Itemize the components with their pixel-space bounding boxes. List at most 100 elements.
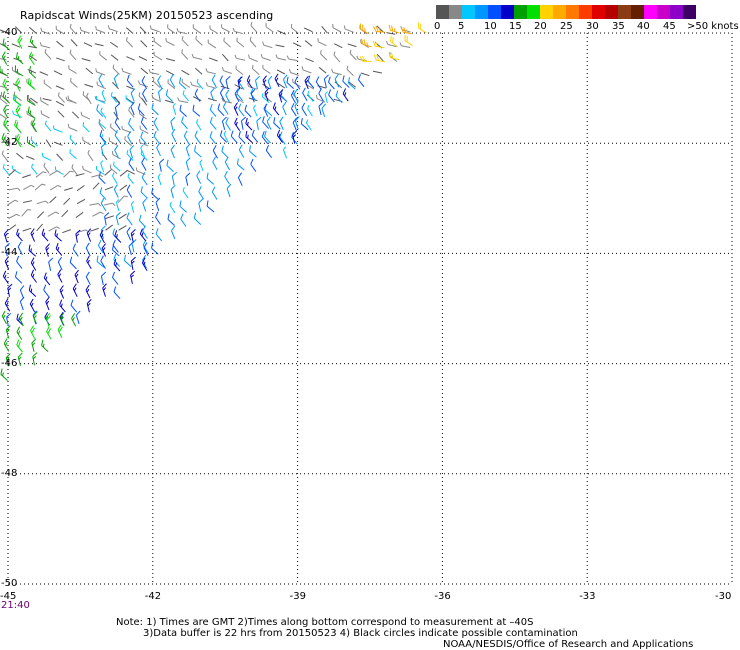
wind-barb: [262, 64, 271, 74]
wind-barb: [109, 164, 118, 175]
lat-tick-label: -46: [1, 357, 18, 369]
wind-barb: [8, 169, 16, 176]
wind-barb: [110, 92, 118, 103]
wind-barb: [1, 310, 7, 325]
wind-barb: [128, 106, 135, 118]
wind-barb: [30, 325, 36, 339]
wind-barb: [179, 200, 187, 213]
wind-barb: [233, 102, 239, 116]
wind-barb: [118, 225, 127, 231]
wind-barb: [126, 56, 135, 61]
wind-barb: [304, 40, 313, 47]
wind-barb: [226, 183, 232, 198]
wind-barb: [219, 87, 225, 102]
wind-barb: [111, 271, 119, 285]
wind-barb: [41, 228, 49, 242]
wind-barb: [328, 89, 335, 103]
wind-barb: [230, 130, 238, 144]
wind-barb: [194, 130, 201, 144]
wind-barb: [114, 96, 121, 105]
wind-barb: [305, 119, 312, 131]
wind-barb: [3, 117, 10, 132]
wind-barb: [279, 116, 284, 130]
wind-barb: [333, 51, 341, 63]
wind-barb: [138, 138, 149, 147]
wind-barb: [127, 131, 133, 145]
wind-barb: [151, 94, 162, 103]
wind-barb: [82, 136, 91, 146]
wind-barb: [0, 65, 9, 77]
wind-barb: [108, 137, 118, 146]
wind-barb: [113, 111, 120, 120]
wind-barb: [70, 299, 78, 313]
wind-barb: [84, 83, 94, 88]
wind-barb: [265, 144, 273, 158]
wind-barb: [190, 81, 201, 88]
wind-barb: [237, 76, 243, 90]
wind-barb: [206, 172, 215, 185]
wind-barb: [69, 149, 77, 160]
wind-barb: [2, 91, 10, 104]
wind-barb: [31, 118, 38, 133]
wind-barb: [250, 21, 258, 33]
wind-barb: [90, 227, 99, 232]
wind-barb: [69, 256, 77, 270]
wind-barb: [30, 269, 38, 283]
wind-barb: [182, 90, 189, 102]
wind-barb: [245, 130, 253, 144]
wind-barb: [342, 75, 350, 88]
wind-barb: [82, 121, 90, 133]
wind-barb: [209, 116, 217, 130]
wind-barb: [293, 88, 299, 103]
wind-barb: [39, 42, 51, 49]
wind-barb: [64, 187, 73, 191]
wind-barb: [185, 143, 191, 157]
legend-swatch: [657, 5, 670, 19]
wind-barb: [0, 29, 9, 34]
wind-barb: [386, 40, 397, 48]
wind-barb: [262, 75, 267, 89]
wind-barb: [182, 187, 189, 199]
wind-barb: [75, 310, 81, 325]
wind-barb: [71, 164, 78, 176]
wind-barb: [126, 212, 133, 226]
wind-barb: [274, 73, 280, 88]
wind-barb: [140, 186, 148, 199]
wind-barb: [180, 213, 187, 227]
wind-barb: [335, 90, 343, 104]
wind-barb: [388, 24, 400, 34]
wind-barb: [207, 39, 217, 49]
wind-barb: [157, 75, 163, 89]
legend-swatch: [670, 5, 683, 19]
wind-barb: [125, 97, 134, 104]
wind-barb: [143, 242, 149, 256]
wind-barb: [126, 74, 134, 88]
wind-barb: [11, 66, 21, 76]
wind-barb: [195, 67, 203, 75]
wind-barb: [100, 142, 107, 156]
wind-barb: [81, 57, 91, 62]
wind-barb: [137, 103, 145, 117]
wind-barb: [16, 326, 23, 340]
wind-barb: [164, 99, 174, 104]
legend-label: 15: [509, 21, 522, 32]
wind-barb: [83, 42, 93, 47]
legend-swatch: [644, 5, 657, 19]
wind-barb: [41, 152, 52, 161]
wind-barb: [159, 158, 165, 172]
wind-barb: [292, 130, 298, 144]
wind-barb: [45, 139, 52, 148]
wind-barb: [195, 35, 203, 46]
wind-barb: [304, 75, 309, 90]
wind-barb: [128, 157, 135, 172]
wind-barb: [172, 102, 177, 115]
wind-barb: [82, 165, 92, 174]
wind-barb: [357, 74, 365, 88]
wind-barb: [5, 353, 11, 367]
wind-barb: [170, 144, 175, 159]
wind-barb: [238, 131, 246, 144]
wind-barb: [238, 144, 245, 158]
wind-barb: [138, 80, 149, 88]
wind-barb: [290, 23, 299, 34]
wind-barb: [112, 150, 121, 160]
